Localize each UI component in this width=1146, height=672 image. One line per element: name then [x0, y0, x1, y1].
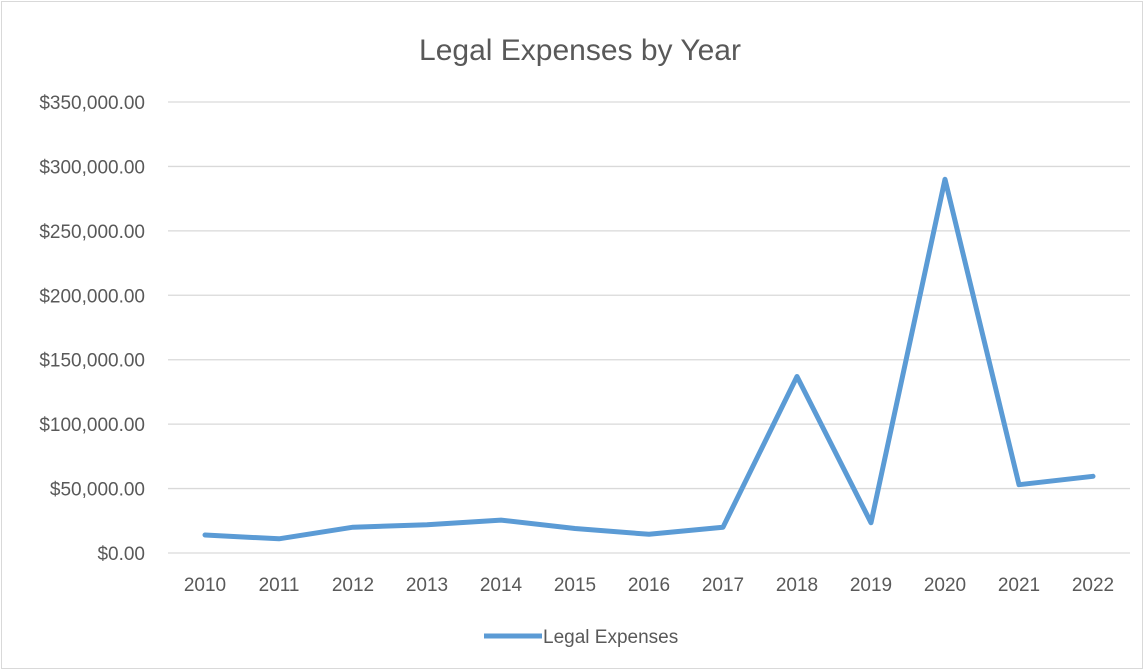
legend: Legal Expenses [484, 627, 678, 648]
data-point [648, 533, 650, 535]
x-tick-label: 2013 [406, 575, 448, 596]
series-line [202, 176, 1096, 542]
y-tick-label: $150,000.00 [39, 351, 145, 372]
data-point [204, 534, 206, 536]
y-tick-label: $200,000.00 [39, 286, 145, 307]
x-tick-label: 2020 [924, 575, 966, 596]
x-tick-label: 2019 [850, 575, 892, 596]
y-tick-label: $0.00 [97, 544, 145, 565]
y-tick-label: $100,000.00 [39, 415, 145, 436]
x-tick-label: 2011 [259, 575, 300, 596]
data-point [278, 538, 280, 540]
y-tick-label: $250,000.00 [39, 222, 145, 243]
chart-title: Legal Expenses by Year [419, 34, 741, 67]
x-tick-label: 2012 [332, 575, 374, 596]
x-tick-label: 2015 [554, 575, 596, 596]
x-tick-label: 2018 [776, 575, 818, 596]
y-axis-ticks: $0.00 $50,000.00 $100,000.00 $150,000.00 $20… [39, 93, 145, 565]
data-point [574, 528, 576, 530]
gridlines [168, 101, 1130, 554]
data-point [944, 178, 946, 180]
data-point [500, 519, 502, 521]
data-point [426, 524, 428, 526]
data-point [722, 526, 724, 528]
y-tick-label: $300,000.00 [39, 157, 145, 178]
x-tick-label: 2014 [480, 575, 523, 596]
y-tick-label: $50,000.00 [50, 480, 145, 501]
x-tick-label: 2010 [184, 575, 226, 596]
x-tick-label: 2022 [1072, 575, 1114, 596]
data-point [796, 375, 798, 377]
data-point [1092, 475, 1094, 477]
x-tick-label: 2017 [702, 575, 744, 596]
x-tick-label: 2021 [998, 575, 1040, 596]
x-tick-label: 2016 [628, 575, 670, 596]
y-tick-label: $350,000.00 [39, 93, 145, 114]
data-point [870, 522, 872, 524]
legend-label: Legal Expenses [543, 627, 678, 648]
data-point [352, 526, 354, 528]
x-axis-ticks: 2010 2011 2012 2013 2014 2015 2016 2017 2018 2019… [184, 575, 1114, 596]
series-layer [202, 176, 1096, 542]
data-point [1018, 484, 1020, 486]
